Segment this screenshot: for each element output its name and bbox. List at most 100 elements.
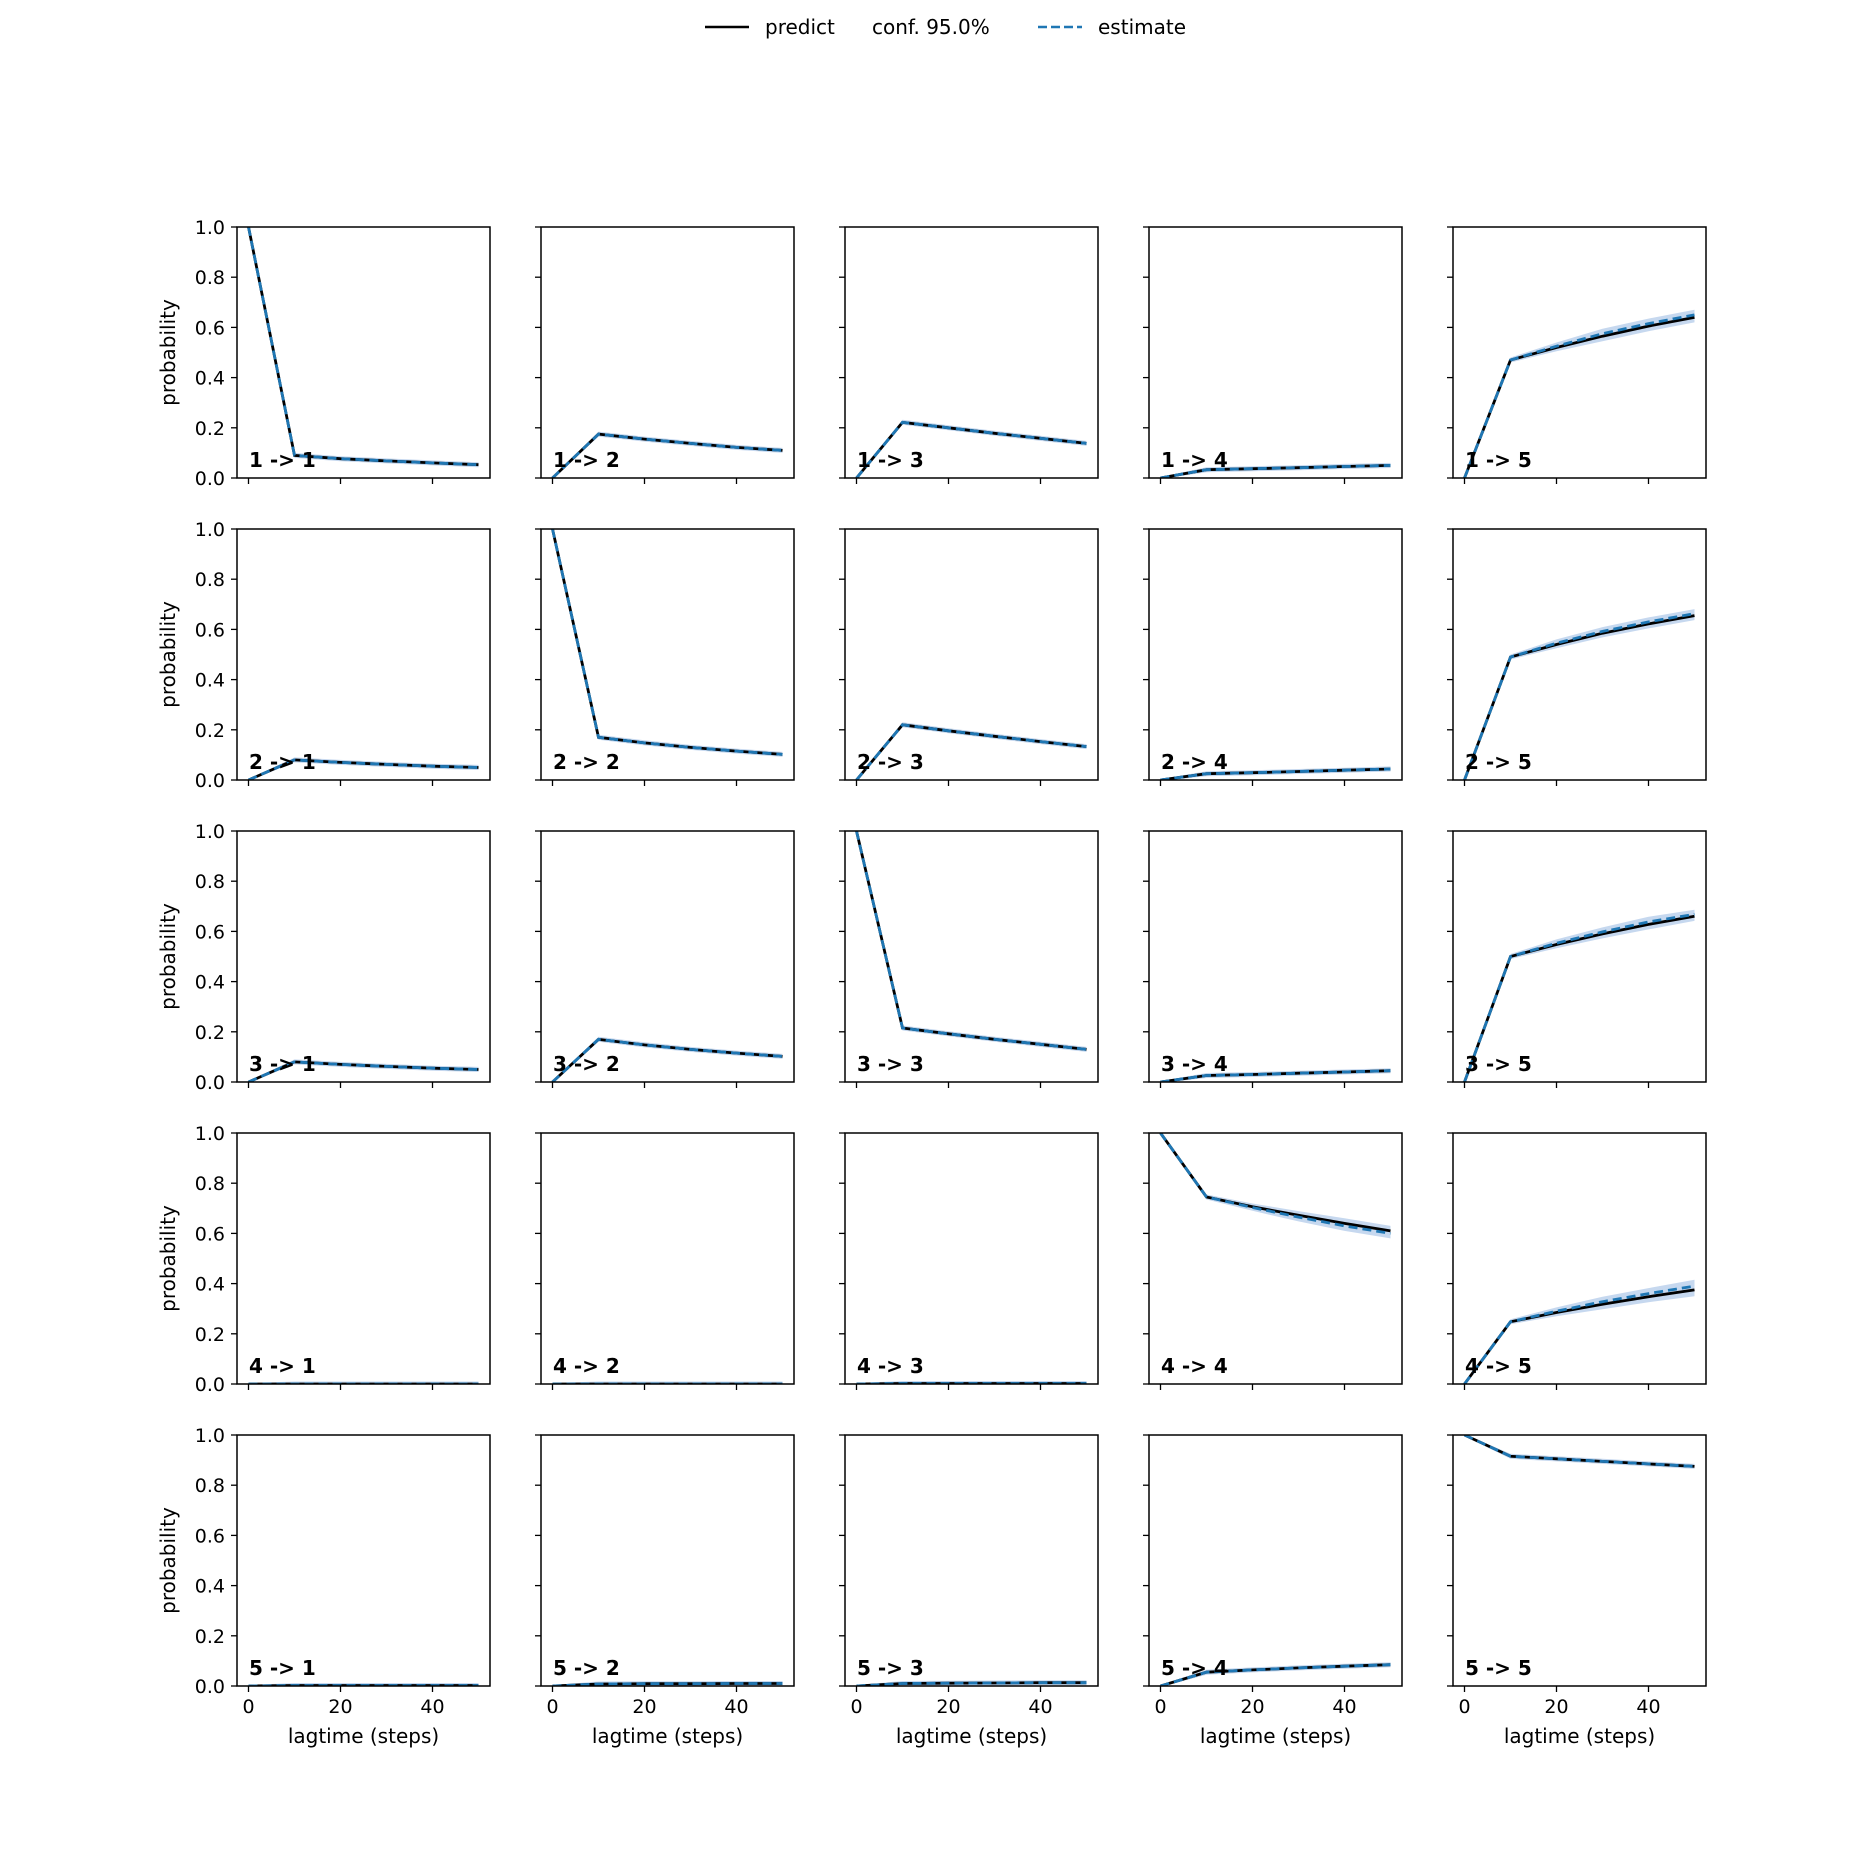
panel-label: 3 -> 4 [1161,1052,1228,1076]
conf-band [1464,609,1695,780]
panel-frame [540,830,795,1083]
x-tick-label: 0 [1154,1696,1166,1718]
panel-2-5: 2 -> 5 [1447,528,1707,786]
x-axis-title: lagtime (steps) [896,1724,1047,1748]
y-tick-label: 0.0 [195,1072,225,1094]
conf-band [552,529,783,757]
legend-predict-label: predict [765,15,835,39]
panel-plot-area [552,1681,783,1686]
y-tick-label: 0.4 [195,1576,225,1598]
panel-frame [236,1434,491,1687]
x-tick-label: 0 [546,1696,558,1718]
y-tick-label: 0.4 [195,972,225,994]
panel-label: 4 -> 3 [857,1354,924,1378]
panel-plot-area [247,227,479,468]
panel-plot-area [1160,766,1391,780]
y-tick-label: 0.0 [195,1374,225,1396]
panel-plot-area [1463,1435,1695,1469]
panel-label: 4 -> 5 [1465,1354,1532,1378]
panel-plot-area [247,1059,479,1082]
y-tick-label: 1.0 [195,519,225,541]
y-tick-label: 0.6 [195,619,225,641]
panel-frame [1452,226,1707,479]
panel-label: 1 -> 3 [857,448,924,472]
predict-line [247,227,479,467]
x-tick-label: 0 [1458,1696,1470,1718]
panel-label: 5 -> 2 [553,1656,620,1680]
y-tick-label: 0.4 [195,368,225,390]
panel-plot-area [855,831,1087,1052]
y-tick-label: 0.2 [195,720,225,742]
panel-label: 5 -> 1 [249,1656,316,1680]
panel-label: 1 -> 2 [553,448,620,472]
x-tick-label: 40 [1028,1696,1052,1718]
y-tick-label: 0.0 [195,770,225,792]
panel-3-2: 3 -> 2 [535,830,795,1088]
x-axis-title: lagtime (steps) [1504,1724,1655,1748]
y-tick-label: 0.6 [195,921,225,943]
x-tick-label: 20 [1544,1696,1568,1718]
estimate-line [1160,464,1391,478]
panel-label: 3 -> 2 [553,1052,620,1076]
predict-line [1159,1133,1391,1233]
y-tick-label: 0.8 [195,569,225,591]
y-axis-title: probability [156,601,180,708]
legend-conf-label: conf. 95.0% [872,15,990,39]
panel-plot-area [1160,1662,1391,1686]
panel-5-1: 0.0 0.2 0.4 0.6 0.8 1.0 0 20 40 5 -> 1 probability… [156,1425,491,1748]
panel-plot-area [855,722,1087,780]
panel-label: 3 -> 1 [249,1052,316,1076]
y-tick-label: 0.6 [195,1223,225,1245]
panel-frame [844,226,1099,479]
estimate-line [1463,612,1695,780]
estimate-line [551,1037,783,1082]
panel-3-1: 0.0 0.2 0.4 0.6 0.8 1.0 3 -> 1 probability [156,821,491,1094]
panel-label: 2 -> 5 [1465,750,1532,774]
panel-frame [844,830,1099,1083]
estimate-line [855,723,1087,780]
legend-estimate-label: estimate [1098,15,1186,39]
panel-label: 2 -> 3 [857,750,924,774]
panel-1-1: 0.0 0.2 0.4 0.6 0.8 1.0 1 -> 1 probability [156,217,491,490]
estimate-line [1463,313,1695,478]
panel-frame [1148,1434,1403,1687]
panel-label: 4 -> 2 [553,1354,620,1378]
y-tick-label: 0.4 [195,670,225,692]
panel-5-4: 0 20 40 5 -> 4 lagtime (steps) [1143,1434,1403,1748]
panel-label: 3 -> 5 [1465,1052,1532,1076]
x-tick-label: 20 [936,1696,960,1718]
panel-4-2: 4 -> 2 [535,1132,795,1390]
panel-label: 3 -> 3 [857,1052,924,1076]
panel-2-1: 0.0 0.2 0.4 0.6 0.8 1.0 2 -> 1 probability [156,519,491,792]
panel-grid: 0.0 0.2 0.4 0.6 0.8 1.0 1 -> 1 probability 1 -> … [156,217,1707,1748]
panel-plot-area [855,419,1087,478]
estimate-line [247,1060,479,1082]
conf-band [1160,1133,1391,1239]
panel-frame [1452,1434,1707,1687]
conf-band [1160,1662,1391,1686]
panel-frame [1452,1132,1707,1385]
legend: predict conf. 95.0% estimate [705,15,1186,39]
panel-frame [540,1132,795,1385]
x-tick-label: 20 [632,1696,656,1718]
conf-band [1464,309,1695,478]
panel-plot-area [1463,909,1695,1082]
panel-3-3: 3 -> 3 [839,830,1099,1088]
conf-band [248,1059,479,1082]
panel-5-2: 0 20 40 5 -> 2 lagtime (steps) [535,1434,795,1748]
panel-frame [236,226,491,479]
y-tick-label: 1.0 [195,821,225,843]
conf-band [248,757,479,780]
estimate-line [855,831,1087,1051]
panel-1-2: 1 -> 2 [535,226,795,484]
panel-plot-area [551,431,783,478]
y-tick-label: 0.8 [195,871,225,893]
panel-3-5: 3 -> 5 [1447,830,1707,1088]
conf-band [856,831,1087,1052]
x-tick-label: 0 [242,1696,254,1718]
x-tick-label: 20 [328,1696,352,1718]
estimate-line [1160,767,1391,780]
x-axis-title: lagtime (steps) [1200,1724,1351,1748]
panel-frame [236,1132,491,1385]
estimate-line [247,227,479,467]
